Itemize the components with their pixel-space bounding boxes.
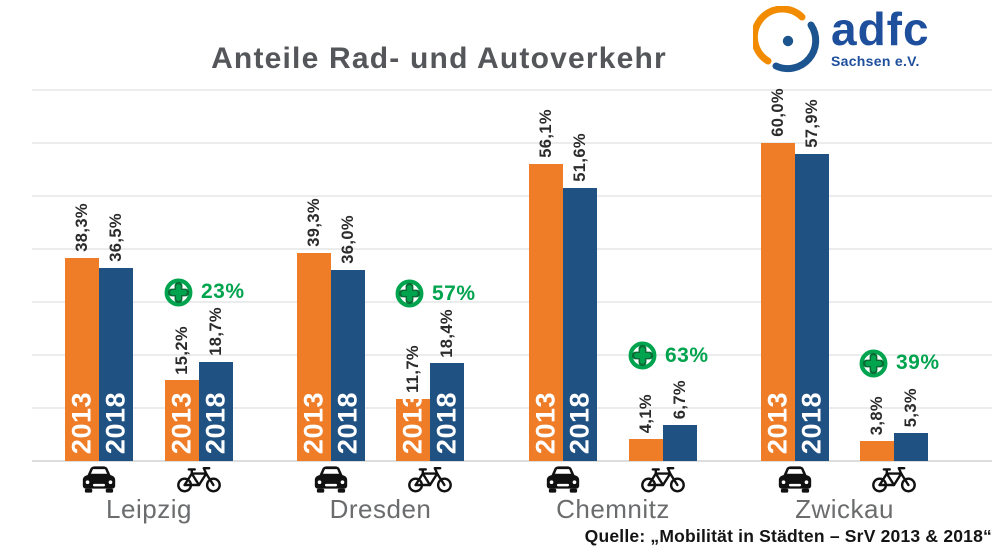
bar-leipzig-car-2018: 2018 — [99, 267, 133, 461]
bar-leipzig-bike-2018: 2018 — [199, 361, 233, 461]
bar-value-label: 57,9% — [802, 99, 821, 149]
plus-icon — [859, 349, 888, 378]
bar-dresden-bike-2018: 2018 — [430, 363, 464, 461]
adfc-region-label: Sachsen e.V. — [831, 52, 920, 69]
car-icon — [546, 466, 580, 493]
bar-zwickau-bike-2013 — [860, 440, 894, 461]
bar-chemnitz-bike-2018 — [663, 425, 697, 461]
gridline-10pct — [32, 407, 992, 409]
bicycle-icon — [408, 467, 452, 493]
gridline-40pct — [32, 248, 992, 250]
gridline-60pct — [32, 142, 992, 144]
bar-year-label: 2013 — [762, 391, 793, 454]
bar-zwickau-bike-2018 — [894, 432, 928, 461]
bar-year-label: 2018 — [564, 391, 595, 454]
bar-year-label: 2018 — [100, 391, 131, 454]
bar-chemnitz-bike-2013 — [629, 439, 663, 461]
bar-dresden-car-2018: 2018 — [331, 270, 365, 461]
bicycle-icon-wrap — [407, 464, 453, 499]
bar-year-label: 2018 — [332, 391, 363, 454]
city-label-zwickau: Zwickau — [795, 494, 894, 524]
bicycle-icon — [177, 467, 221, 493]
gridline-50pct — [32, 195, 992, 197]
bar-year-label: 2018 — [200, 391, 231, 454]
bicycle-icon — [872, 467, 916, 493]
bar-year-label: 2013 — [166, 391, 197, 454]
adfc-wordmark: adfc — [831, 3, 930, 55]
plus-icon — [628, 342, 657, 370]
car-icon-wrap — [309, 463, 353, 499]
car-icon-wrap — [77, 463, 121, 499]
bar-year-label: 2018 — [431, 391, 462, 454]
gridline-30pct — [32, 301, 992, 303]
bar-year-label: 2013 — [397, 391, 428, 454]
bar-chemnitz-car-2013: 2013 — [529, 163, 563, 461]
gridline-70pct — [32, 89, 992, 91]
bar-value-label: 39,3% — [304, 197, 323, 247]
change-percent: 57% — [432, 281, 476, 305]
change-badge-leipzig: 23% — [163, 277, 245, 308]
adfc-logo-text: adfc Sachsen e.V. — [831, 3, 930, 69]
bar-year-label: 2018 — [796, 391, 827, 454]
source-note: Quelle: „Mobilität in Städten – SrV 2013… — [584, 526, 992, 546]
gridline-20pct — [32, 354, 992, 356]
bar-value-label: 36,5% — [106, 212, 125, 262]
car-icon-wrap — [541, 463, 585, 499]
bar-dresden-car-2013: 2013 — [297, 252, 331, 461]
bar-value-label: 11,7% — [403, 345, 422, 393]
car-icon — [82, 466, 116, 493]
bar-leipzig-car-2013: 2013 — [65, 258, 99, 461]
bar-zwickau-car-2013: 2013 — [761, 143, 795, 461]
bar-leipzig-bike-2013: 2013 — [165, 380, 199, 461]
bar-value-label: 56,1% — [536, 108, 555, 158]
bicycle-icon — [641, 467, 685, 493]
bar-value-label: 51,6% — [570, 132, 589, 182]
car-icon-wrap — [773, 463, 817, 499]
car-icon — [314, 466, 348, 493]
bicycle-icon-wrap — [871, 464, 917, 499]
bar-year-label: 2013 — [530, 391, 561, 454]
adfc-logo: adfc Sachsen e.V. — [753, 6, 930, 76]
bicycle-icon-wrap — [640, 464, 686, 499]
city-label-chemnitz: Chemnitz — [556, 494, 670, 524]
city-label-dresden: Dresden — [329, 494, 432, 524]
car-icon — [778, 466, 812, 493]
chart-title: Anteile Rad- und Autoverkehr — [211, 42, 667, 75]
change-percent: 23% — [201, 280, 245, 304]
change-badge-chemnitz: 63% — [627, 340, 709, 371]
change-percent: 63% — [665, 343, 709, 367]
plus-icon — [395, 280, 424, 308]
bar-year-label: 2013 — [298, 391, 329, 454]
bar-value-label: 60,0% — [768, 88, 787, 137]
change-badge-dresden: 57% — [394, 278, 476, 309]
change-badge-zwickau: 39% — [858, 348, 940, 379]
bar-zwickau-car-2018: 2018 — [795, 154, 829, 461]
bar-year-label: 2013 — [66, 391, 97, 454]
bicycle-icon-wrap — [176, 464, 222, 499]
bar-chemnitz-car-2018: 2018 — [563, 187, 597, 461]
city-label-leipzig: Leipzig — [106, 494, 192, 524]
bar-value-label: 38,3% — [72, 203, 91, 252]
bicycle-wheel-logo-icon — [753, 6, 820, 73]
gridline-0pct — [32, 460, 992, 462]
bar-value-label: 36,0% — [338, 215, 357, 265]
plus-icon — [164, 278, 193, 307]
bar-dresden-bike-2013: 2013 — [396, 392, 430, 461]
change-percent: 39% — [896, 351, 940, 375]
